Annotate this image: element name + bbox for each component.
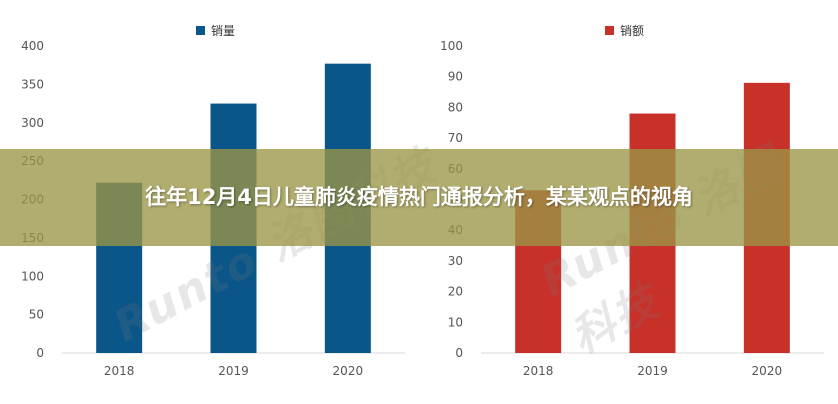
sales-volume-y-tick-label: 300 [21,116,44,130]
sales-amount-y-tick-label: 90 [448,70,463,84]
sales-amount-legend: 销额 [605,22,644,39]
sales-amount-legend-label: 销额 [620,24,645,38]
sales-volume-x-tick-label: 2019 [218,364,249,378]
sales-amount-y-tick-label: 80 [448,100,463,114]
sales-amount-y-tick-label: 100 [440,39,463,53]
sales-volume-x-tick-label: 2018 [104,364,135,378]
sales-amount-y-tick-label: 70 [448,131,463,145]
sales-amount-x-tick-label: 2018 [523,364,554,378]
sales-volume-y-tick-label: 50 [29,308,44,322]
sales-amount-x-tick-label: 2019 [637,364,668,378]
sales-amount-y-tick-label: 30 [448,254,463,268]
banner-title: 往年12月4日儿童肺炎疫情热门通报分析，某某观点的视角 [145,185,693,209]
sales-volume-legend: 销量 [196,22,235,39]
sales-amount-y-tick-label: 20 [448,285,463,299]
sales-amount-y-tick-label: 0 [455,346,463,360]
title-banner: 往年12月4日儿童肺炎疫情热门通报分析，某某观点的视角 [0,149,838,246]
sales-amount-y-tick-label: 10 [448,315,463,329]
sales-volume-y-tick-label: 350 [21,77,44,91]
sales-amount-x-tick-label: 2020 [752,364,783,378]
sales-volume-legend-swatch [196,26,205,35]
sales-volume-x-tick-label: 2020 [333,364,364,378]
sales-amount-legend-swatch [605,26,614,35]
sales-volume-y-tick-label: 0 [36,346,44,360]
sales-volume-y-tick-label: 100 [21,269,44,283]
sales-volume-y-tick-label: 400 [21,39,44,53]
sales-volume-legend-label: 销量 [211,24,236,38]
